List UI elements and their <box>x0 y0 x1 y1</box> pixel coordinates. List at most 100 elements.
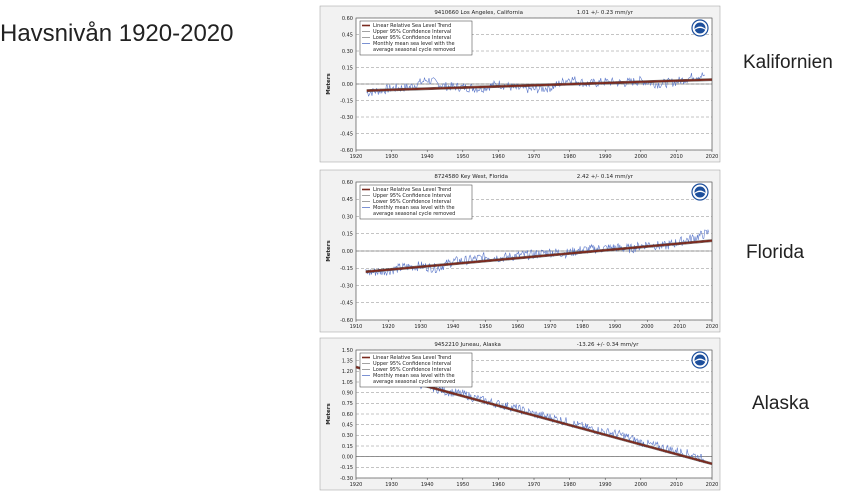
x-tick-label: 1960 <box>511 324 524 330</box>
x-tick-label: 1930 <box>385 482 398 488</box>
region-label-california: Kalifornien <box>743 52 833 73</box>
chart-panel-2: 9452210 Juneau, Alaska -13.26 +/- 0.34 mm… <box>319 337 721 491</box>
y-axis-label: Meters <box>326 240 332 262</box>
legend-entry: Linear Relative Sea Level Trend <box>373 23 451 29</box>
x-tick-label: 1930 <box>414 324 427 330</box>
y-tick-label: 0.00 <box>342 454 353 460</box>
chart-panel-0: 9410660 Los Angeles, California 1.01 +/- … <box>319 5 721 163</box>
legend-entry: Lower 95% Confidence Interval <box>373 35 451 41</box>
legend-entry: average seasonal cycle removed <box>373 47 455 53</box>
chart-rate: 2.42 +/- 0.14 mm/yr <box>577 174 634 180</box>
x-tick-label: 1980 <box>576 324 589 330</box>
noaa-logo-wave <box>694 26 706 30</box>
x-tick-label: 1960 <box>492 154 505 160</box>
y-tick-label: 0.15 <box>342 232 353 238</box>
y-axis-label: Meters <box>326 73 332 95</box>
chart-panel-1: 8724580 Key West, Florida 2.42 +/- 0.14 m… <box>319 169 721 333</box>
trend-line <box>365 239 713 273</box>
x-tick-label: 1950 <box>456 482 469 488</box>
legend-entry: Upper 95% Confidence Interval <box>373 193 451 199</box>
chart-rate: 1.01 +/- 0.23 mm/yr <box>577 10 634 16</box>
trend-line <box>366 78 713 92</box>
y-tick-label: 0.90 <box>342 390 353 396</box>
slide-title: Havsnivån 1920-2020 <box>0 20 234 47</box>
lower-confidence-line <box>366 80 713 92</box>
x-tick-label: 1940 <box>421 482 434 488</box>
x-tick-label: 1920 <box>350 154 363 160</box>
y-tick-label: 0.45 <box>342 422 353 428</box>
y-tick-label: -0.45 <box>340 131 353 137</box>
y-tick-label: -0.15 <box>340 266 353 272</box>
x-tick-label: 2000 <box>641 324 654 330</box>
legend-box <box>359 20 473 56</box>
y-tick-label: 1.35 <box>342 358 353 364</box>
x-tick-label: 1940 <box>421 154 434 160</box>
x-tick-label: 1990 <box>599 154 612 160</box>
legend-entry: Linear Relative Sea Level Trend <box>373 187 451 193</box>
x-tick-label: 1950 <box>456 154 469 160</box>
x-tick-label: 1940 <box>447 324 460 330</box>
y-tick-label: 0.60 <box>342 180 353 186</box>
y-tick-label: 0.60 <box>342 412 353 418</box>
noaa-logo-wave <box>694 358 706 362</box>
x-tick-label: 1970 <box>528 154 541 160</box>
y-tick-label: -0.45 <box>340 301 353 307</box>
legend-entry: average seasonal cycle removed <box>373 211 455 217</box>
region-label-alaska: Alaska <box>752 393 810 414</box>
x-tick-label: 1920 <box>350 482 363 488</box>
legend-entry: Lower 95% Confidence Interval <box>373 199 451 205</box>
y-tick-label: 0.45 <box>342 197 353 203</box>
x-tick-label: 1910 <box>350 324 363 330</box>
y-tick-label: 0.30 <box>342 49 353 55</box>
x-tick-label: 1980 <box>563 482 576 488</box>
legend-entry: Lower 95% Confidence Interval <box>373 367 451 373</box>
y-tick-label: 0.30 <box>342 433 353 439</box>
legend-entry: Monthly mean sea level with the <box>373 205 455 211</box>
legend-entry: Monthly mean sea level with the <box>373 373 455 379</box>
y-tick-label: -0.30 <box>340 115 353 121</box>
x-tick-label: 2020 <box>706 154 719 160</box>
x-tick-label: 2000 <box>634 154 647 160</box>
y-tick-label: 0.00 <box>342 82 353 88</box>
legend-entry: Linear Relative Sea Level Trend <box>373 355 451 361</box>
y-tick-label: -0.15 <box>340 465 353 471</box>
chart-rate: -13.26 +/- 0.34 mm/yr <box>577 342 639 348</box>
x-tick-label: 1990 <box>599 482 612 488</box>
chart-title: 9410660 Los Angeles, California <box>434 10 523 16</box>
x-tick-label: 1980 <box>563 154 576 160</box>
y-tick-label: 0.00 <box>342 249 353 255</box>
x-tick-label: 1990 <box>609 324 622 330</box>
region-label-florida: Florida <box>746 242 805 263</box>
y-tick-label: 0.15 <box>342 65 353 71</box>
x-tick-label: 2020 <box>706 482 719 488</box>
x-tick-label: 1970 <box>528 482 541 488</box>
chart-title: 8724580 Key West, Florida <box>434 174 508 180</box>
x-tick-label: 1970 <box>544 324 557 330</box>
y-tick-label: -0.60 <box>340 318 353 324</box>
legend-box <box>359 184 473 220</box>
y-tick-label: 1.50 <box>342 348 353 354</box>
y-tick-label: 0.30 <box>342 214 353 220</box>
y-tick-label: 1.05 <box>342 380 353 386</box>
upper-confidence-line <box>365 239 713 271</box>
legend-box <box>359 352 473 388</box>
y-tick-label: -0.15 <box>340 98 353 104</box>
x-tick-label: 1920 <box>382 324 395 330</box>
y-tick-label: 0.15 <box>342 444 353 450</box>
noaa-logo-wave <box>694 190 706 194</box>
y-tick-label: 0.45 <box>342 32 353 38</box>
legend-entry: Upper 95% Confidence Interval <box>373 361 451 367</box>
y-tick-label: 0.75 <box>342 401 353 407</box>
y-axis-label: Meters <box>326 403 332 425</box>
legend-entry: Monthly mean sea level with the <box>373 41 455 47</box>
upper-confidence-line <box>366 78 713 90</box>
legend-entry: average seasonal cycle removed <box>373 379 455 385</box>
x-tick-label: 2010 <box>670 482 683 488</box>
x-tick-label: 1960 <box>492 482 505 488</box>
x-tick-label: 2000 <box>634 482 647 488</box>
x-tick-label: 1950 <box>479 324 492 330</box>
